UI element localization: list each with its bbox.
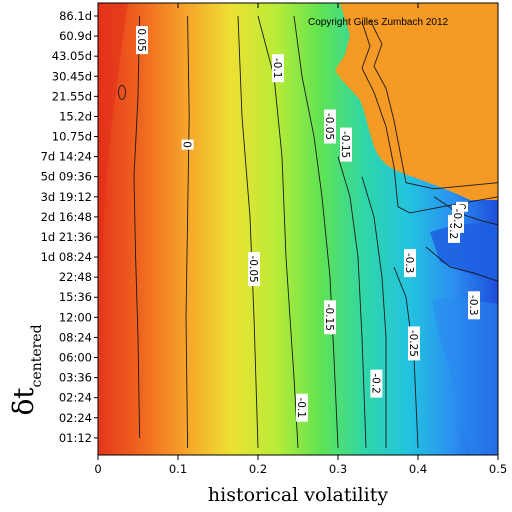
y-tick-label: 06:00 (59, 351, 92, 365)
svg-text:δtcentered: δtcentered (7, 324, 45, 415)
deep-blue-region-lower (432, 298, 498, 455)
contour-label-text: -0.25 (407, 330, 419, 357)
contour-label-bg (181, 139, 194, 150)
y-tick-label: 15.2d (59, 109, 92, 123)
contour-label-bg (324, 109, 336, 144)
contour-line (369, 19, 498, 190)
y-tick-label: 22:48 (59, 270, 92, 284)
contour-label-bg (370, 369, 383, 398)
contour-label-text: 0 (181, 141, 193, 148)
x-tick-label: 0.3 (329, 462, 347, 476)
contour-line (337, 156, 367, 448)
contour-line (133, 15, 141, 438)
y-tick-label: 5d 09:36 (41, 170, 92, 184)
contour-label-text: -0.1 (271, 58, 283, 79)
masked-region (335, 3, 498, 200)
contour-line (237, 15, 259, 448)
contour-label: -0.05 (323, 109, 336, 144)
y-tick-label: 3d 19:12 (41, 190, 92, 204)
contour-label-text: -0.3 (403, 253, 415, 274)
contour-label: -0.1 (271, 54, 284, 83)
plot-frame (97, 2, 499, 456)
y-tick-label: 21.55d (52, 89, 92, 103)
contour-line (361, 176, 387, 448)
contour-label: -0.15 (323, 300, 336, 335)
copyright-note: Copyright Gilles Zumbach 2012 (308, 17, 449, 28)
y-tick-label: 86.1d (59, 9, 92, 23)
contour-line (257, 15, 299, 448)
contour-label-text: -0.05 (247, 256, 259, 283)
contour-label: -0.1 (295, 393, 308, 422)
contour-line (185, 15, 190, 448)
x-tick-label: 0.5 (489, 462, 507, 476)
contour-label-text: 0.05 (135, 28, 147, 51)
plot-area (98, 3, 498, 455)
contour-label-bg (248, 252, 260, 287)
y-axis-title-main: δt (7, 387, 40, 416)
x-axis-title: historical volatility (208, 484, 388, 506)
contour-label-text: -0.3 (467, 295, 479, 316)
contour-label: -0.2 (451, 204, 464, 233)
y-axis-title: δtcentered (7, 324, 45, 415)
y-tick-label: 1d 08:24 (41, 250, 92, 264)
contour-label-bg (408, 326, 420, 361)
contour-label: -0.05 (247, 252, 260, 287)
contour-label-bg (296, 393, 308, 422)
y-tick-label: 30.45d (52, 69, 92, 83)
contour-line (433, 196, 498, 226)
x-axis-ticks: 0 0.1 0.2 0.3 0.4 0.5 (94, 3, 507, 476)
y-tick-label: 1d 21:36 (41, 230, 92, 244)
contour-label-text: -0.2 (369, 373, 381, 394)
x-tick-label: 0.4 (409, 462, 427, 476)
x-tick-label: 0 (94, 462, 101, 476)
contour-label-bg (136, 26, 148, 55)
y-axis-ticks: 86.1d 60.9d 43.05d 30.45d 21.55d 15.2d 10.75d 7… (41, 9, 98, 445)
y-tick-label: 10.75d (52, 130, 92, 144)
x-tick-label: 0.2 (249, 462, 267, 476)
y-tick-label: 15:36 (59, 290, 92, 304)
contour-label-bg (404, 249, 416, 278)
x-tick-label: 0.1 (169, 462, 187, 476)
y-tick-label: 02:24 (59, 391, 92, 405)
contour-label: -0.3 (467, 291, 480, 320)
y-tick-label: 7d 14:24 (41, 150, 92, 164)
y-tick-label: 03:36 (59, 371, 92, 385)
contour-line (361, 21, 498, 214)
y-tick-label: 43.05d (52, 49, 92, 63)
contour-label-bg (340, 127, 352, 162)
y-tick-label: 60.9d (59, 29, 92, 43)
contour-label-bg (272, 54, 284, 83)
y-axis-title-subscript: centered (29, 324, 45, 387)
contour-line (293, 15, 339, 448)
deep-blue-band (430, 223, 498, 280)
contour-label: -0.2 (369, 369, 383, 398)
y-tick-label: 08:24 (59, 330, 92, 344)
contour-label: -0.15 (339, 127, 352, 162)
contour-label: -0.25 (407, 326, 420, 361)
contour-line (425, 246, 498, 282)
y-tick-label: 02:24 (59, 411, 92, 425)
y-tick-label: 2d 16:48 (41, 210, 92, 224)
contour-labels: 0.05 0 -0.1 -0.05 -0.05 -0.15 -0.15 -0.1 -0.2 -0.… (135, 26, 480, 422)
contour-label-text: -0.15 (323, 304, 335, 331)
contour-label-bg (452, 204, 464, 233)
red-region-top-left (98, 3, 128, 260)
contour-island (118, 84, 126, 100)
contour-label: 0.05 (135, 26, 148, 55)
contour-label-bg (468, 291, 480, 320)
y-tick-label: 01:12 (59, 431, 92, 445)
contour-lines (118, 15, 498, 448)
y-tick-label: 12:00 (59, 310, 92, 324)
contour-label-text: -0.15 (339, 131, 351, 158)
contour-label: -0.3 (403, 249, 416, 278)
contour-label-text: -0.1 (295, 397, 307, 418)
contour-label-bg (324, 300, 336, 335)
contour-label: 0 (181, 139, 194, 150)
contour-label-text: -0.2 (451, 209, 463, 230)
contour-label-text: -0.05 (323, 113, 335, 140)
